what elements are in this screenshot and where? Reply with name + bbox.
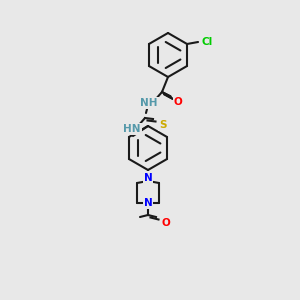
Text: Cl: Cl (201, 37, 213, 47)
Text: HN: HN (123, 124, 141, 134)
Text: N: N (144, 198, 152, 208)
Text: NH: NH (140, 98, 158, 108)
Text: N: N (144, 173, 152, 183)
Text: O: O (174, 97, 182, 107)
Text: S: S (159, 120, 167, 130)
Text: O: O (162, 218, 170, 228)
